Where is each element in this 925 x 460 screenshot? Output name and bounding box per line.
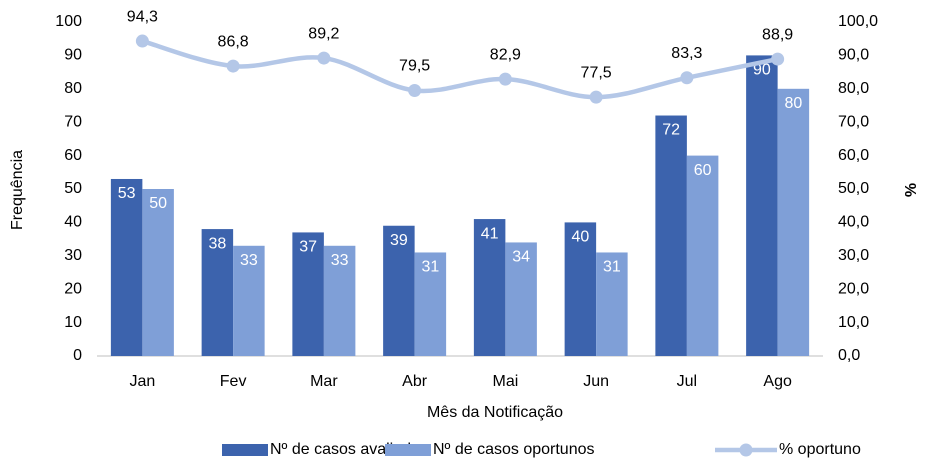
bar-value-label: 80	[784, 95, 802, 112]
bar-value-label: 53	[118, 185, 136, 202]
bar-value-label: 33	[331, 252, 349, 269]
y2-tick-label: 70,0	[838, 113, 869, 130]
bar-value-label: 31	[603, 259, 621, 276]
bar	[292, 232, 324, 356]
line-marker	[680, 71, 694, 85]
y2-tick-label: 40,0	[838, 214, 869, 231]
line-marker	[498, 72, 512, 86]
y-tick-label: 20	[64, 280, 82, 297]
line-value-label: 77,5	[581, 64, 612, 81]
bar-value-label: 39	[390, 232, 408, 249]
x-tick-label: Jul	[677, 373, 697, 390]
y-tick-label: 100	[55, 13, 82, 30]
bar-value-label: 90	[753, 62, 771, 79]
bar-value-label: 72	[662, 122, 680, 139]
y-tick-label: 50	[64, 180, 82, 197]
line-value-label: 83,3	[671, 45, 702, 62]
y2-tick-label: 90,0	[838, 47, 869, 64]
legend-swatch	[739, 443, 753, 457]
x-tick-label: Fev	[220, 373, 247, 390]
bar	[323, 245, 356, 356]
bar	[777, 88, 810, 357]
bar	[686, 155, 719, 356]
y2-axis-title: %	[903, 183, 920, 197]
line-marker	[408, 83, 422, 97]
line-marker	[771, 52, 785, 66]
line-value-label: 89,2	[308, 25, 339, 42]
y2-tick-label: 50,0	[838, 180, 869, 197]
bar	[201, 229, 234, 356]
bar-value-label: 60	[694, 162, 712, 179]
y2-tick-label: 30,0	[838, 247, 869, 264]
bar	[505, 242, 537, 356]
bar-value-label: 50	[149, 195, 167, 212]
y2-tick-label: 80,0	[838, 80, 869, 97]
bar-value-label: 38	[208, 235, 226, 252]
y-tick-label: 40	[64, 214, 82, 231]
y2-tick-label: 10,0	[838, 314, 869, 331]
y-tick-label: 60	[64, 147, 82, 164]
y-tick-label: 0	[73, 347, 82, 364]
bar	[746, 55, 778, 357]
legend-swatch	[385, 444, 431, 456]
line-marker	[317, 51, 331, 65]
line-value-label: 86,8	[218, 33, 249, 50]
line-value-label: 94,3	[127, 8, 158, 25]
bar-value-label: 37	[299, 239, 317, 256]
y2-tick-label: 60,0	[838, 147, 869, 164]
y2-tick-label: 0,0	[838, 347, 860, 364]
y-tick-label: 30	[64, 247, 82, 264]
bar	[110, 178, 143, 356]
x-axis-title: Mês da Notificação	[427, 404, 563, 421]
bar	[564, 222, 597, 356]
line-marker	[135, 34, 149, 48]
x-tick-label: Mar	[310, 373, 338, 390]
legend-label: Nº de casos oportunos	[433, 441, 595, 458]
y-axis-title: Frequência	[9, 150, 26, 230]
bar	[233, 245, 265, 356]
y-tick-label: 80	[64, 80, 82, 97]
bar-value-label: 40	[571, 229, 589, 246]
x-tick-label: Abr	[402, 373, 428, 390]
y-tick-label: 90	[64, 47, 82, 64]
bar	[383, 225, 415, 356]
line-marker	[226, 59, 240, 73]
x-tick-label: Mai	[492, 373, 518, 390]
y2-tick-label: 100,0	[838, 13, 878, 30]
x-tick-label: Jan	[129, 373, 155, 390]
bar	[473, 219, 506, 356]
legend-swatch	[222, 444, 268, 456]
bar	[655, 115, 687, 357]
y-tick-label: 10	[64, 314, 82, 331]
line-value-label: 79,5	[399, 58, 430, 75]
line-marker	[589, 90, 603, 104]
bar	[596, 252, 628, 356]
bar	[414, 252, 447, 356]
bar-value-label: 31	[421, 259, 439, 276]
x-tick-label: Jun	[583, 373, 609, 390]
bar	[142, 189, 174, 356]
bar-value-label: 34	[512, 249, 530, 266]
y2-tick-label: 20,0	[838, 280, 869, 297]
y-tick-label: 70	[64, 113, 82, 130]
line-value-label: 88,9	[762, 26, 793, 43]
line	[141, 38, 779, 100]
legend-label: % oportuno	[779, 441, 861, 458]
line-value-label: 82,9	[490, 46, 521, 63]
x-tick-label: Ago	[763, 373, 792, 390]
bar-value-label: 41	[481, 225, 499, 242]
bar-value-label: 33	[240, 252, 258, 269]
